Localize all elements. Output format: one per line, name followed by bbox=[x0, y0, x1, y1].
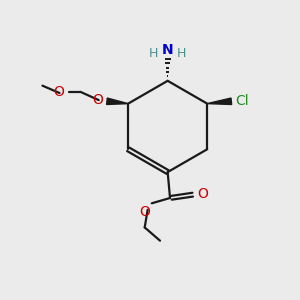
Text: H: H bbox=[177, 47, 187, 60]
Polygon shape bbox=[207, 98, 232, 104]
Text: O: O bbox=[92, 93, 104, 107]
Text: O: O bbox=[53, 85, 64, 99]
Polygon shape bbox=[106, 98, 128, 104]
Text: Cl: Cl bbox=[235, 94, 248, 108]
Text: O: O bbox=[140, 205, 150, 219]
Text: N: N bbox=[162, 43, 173, 57]
Text: O: O bbox=[198, 188, 208, 202]
Text: H: H bbox=[149, 47, 158, 60]
